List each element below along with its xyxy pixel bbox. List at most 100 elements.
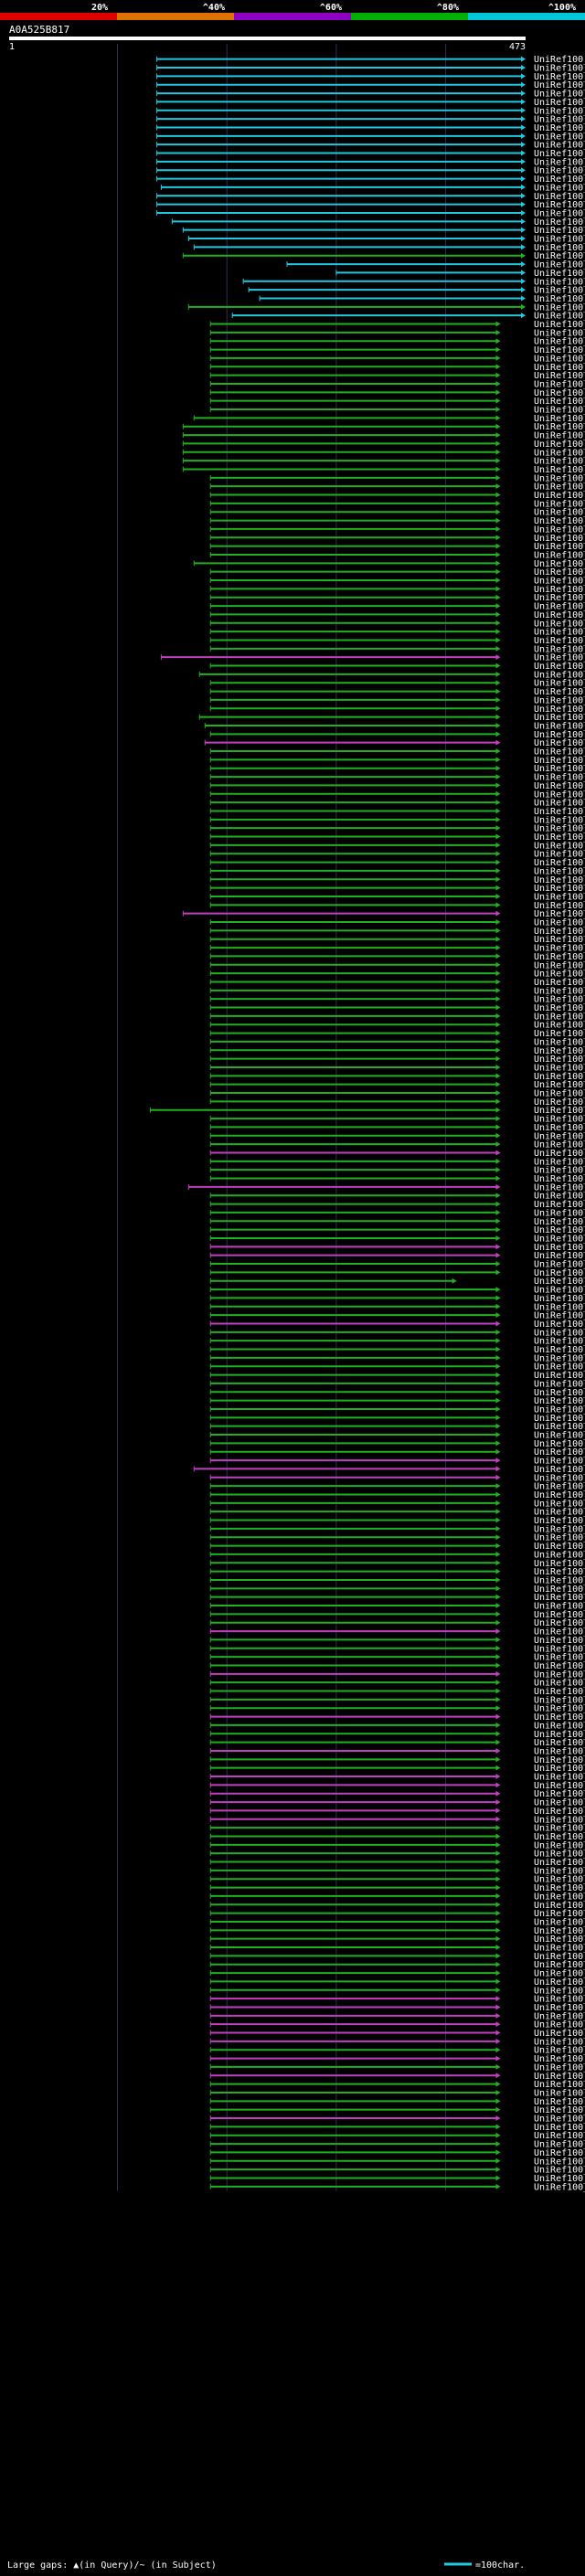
hit-label[interactable]: UniRef100_P41738 [534,457,585,467]
hit-label[interactable]: UniRef100_A0PG48 [534,123,585,133]
hit-label[interactable]: UniRef100_C6TNC4 [534,183,585,193]
hit-label[interactable]: UniRef100_Q29KR0 [534,799,585,809]
hit-label[interactable]: UniRef100_A5VRL9 [534,1200,585,1210]
hit-label[interactable]: UniRef100_A3SGB8 [534,1917,585,1927]
hit-label[interactable]: UniRef100_A0ZE51 [534,2062,585,2072]
hit-label[interactable]: UniRef100_C4J8E3 [534,286,585,296]
hit-label[interactable]: UniRef100_B6K1M2 [534,1414,585,1424]
hit-label[interactable]: UniRef100_UP1000.. [534,473,585,483]
hit-label[interactable]: UniRef100_B5VFS7 [534,1447,585,1458]
hit-label[interactable]: UniRef100_Q1I0D0 [534,1559,585,1569]
hit-label[interactable]: UniRef100_A5DJY6 [534,1704,585,1714]
hit-label[interactable]: UniRef100_A4MEY5 [534,1909,585,1919]
hit-label[interactable]: UniRef100_Q8K7C2 [534,2046,585,2056]
hit-label[interactable]: UniRef100_UP1000.. [534,773,585,783]
hit-label[interactable]: UniRef100_D0D4E6 [534,1089,585,1099]
hit-label[interactable]: UniRef100_UP1000.. [534,1234,585,1244]
hit-label[interactable]: UniRef100_P84270 [534,141,585,151]
hit-label[interactable]: UniRef100_B7V8M1 [534,2115,585,2125]
hit-label[interactable]: UniRef100_Q1XL10 [534,2131,585,2141]
hit-label[interactable]: UniRef100_B9NE16 [534,115,585,125]
hit-label[interactable]: UniRef100_Q47207 [534,909,585,919]
hit-label[interactable]: UniRef100_Q6FVZ0 [534,1840,585,1850]
hit-label[interactable]: UniRef100_Q87701 [534,1636,585,1646]
hit-label[interactable]: UniRef100_A9E4B4 [534,1618,585,1628]
hit-label[interactable]: UniRef100_C0R3P7 [534,1482,585,1492]
hit-label[interactable]: UniRef100_C3YVL6 [534,397,585,407]
hit-label[interactable]: UniRef100_C2I6I0 [534,1627,585,1638]
hit-label[interactable]: UniRef100_Q3MFU7 [534,499,585,509]
hit-label[interactable]: UniRef100_A7NFA2 [534,918,585,928]
hit-label[interactable]: UniRef100_A5GBM9 [534,1712,585,1723]
hit-label[interactable]: UniRef100_Q1EP15 [534,208,585,218]
hit-label[interactable]: UniRef100_B4MWP3 [534,756,585,766]
hit-label[interactable]: UniRef100_B4P718 [534,1499,585,1509]
hit-label[interactable]: UniRef100_C1E9Q6 [534,277,585,287]
hit-label[interactable]: UniRef100_B3RJU3 [534,1063,585,1073]
hit-label[interactable]: UniRef100_Q5FPV2 [534,1362,585,1373]
hit-label[interactable]: UniRef100_A6GD95 [534,1337,585,1347]
hit-label[interactable]: UniRef100_A6NBU4 [534,1037,585,1047]
hit-label[interactable]: UniRef100_B7S451 [534,960,585,970]
hit-label[interactable]: UniRef100_A9SN77 [534,1542,585,1552]
hit-label[interactable]: UniRef100_B0W4V6 [534,687,585,697]
hit-label[interactable]: UniRef100_A6VS34 [534,1952,585,1962]
hit-label[interactable]: UniRef100_B4DEE9 [534,2011,585,2021]
hit-label[interactable]: UniRef100_Q8WS21 [534,90,585,100]
hit-label[interactable]: UniRef100_C1A8D5 [534,1883,585,1893]
hit-label[interactable]: UniRef100_UP1000.. [534,1789,585,1799]
hit-label[interactable]: UniRef100_B5TG56 [534,1140,585,1150]
hit-label[interactable]: UniRef100_P28337 [534,662,585,672]
hit-label[interactable]: UniRef100_Q9TS27 [534,550,585,560]
hit-label[interactable]: UniRef100_A4YGZ7 [534,1960,585,1970]
hit-label[interactable]: UniRef100_Q6BY78 [534,1320,585,1330]
hit-label[interactable]: UniRef100_A7S395 [534,422,585,432]
hit-label[interactable]: UniRef100_P86117 [534,80,585,90]
hit-label[interactable]: UniRef100_Q65396 [534,55,585,65]
hit-label[interactable]: UniRef100_P40525 [534,1473,585,1483]
hit-label[interactable]: UniRef100_A7R049 [534,72,585,82]
hit-label[interactable]: UniRef100_UP1000.. [534,790,585,800]
hit-label[interactable]: UniRef100_UP1000.. [534,644,585,654]
hit-label[interactable]: UniRef100_Q22968 [534,747,585,758]
hit-label[interactable]: UniRef100_A3WYM5 [534,2105,585,2115]
hit-label[interactable]: UniRef100_B7PGD5 [534,602,585,612]
hit-label[interactable]: UniRef100_UP1000.. [534,695,585,705]
hit-label[interactable]: UniRef100_Q6NJ46 [534,1243,585,1253]
hit-label[interactable]: UniRef100_B4JE65 [534,1106,585,1116]
hit-label[interactable]: UniRef100_B6JBM5 [534,1388,585,1398]
hit-label[interactable]: UniRef100_Q9ULL4 [534,636,585,646]
hit-label[interactable]: UniRef100_A7S6Y5 [534,781,585,791]
hit-label[interactable]: UniRef100_B3E8D3 [534,1832,585,1842]
hit-label[interactable]: UniRef100_Q2RH46 [534,1935,585,1945]
hit-label[interactable]: UniRef100_B4GSY8 [534,841,585,851]
hit-label[interactable]: UniRef100_Q2SCJ5 [534,1345,585,1355]
hit-label[interactable]: UniRef100_A3U2C8 [534,1738,585,1748]
hit-label[interactable]: UniRef100_A1TRX1 [534,1585,585,1595]
hit-label[interactable]: UniRef100_B5EG68 [534,1080,585,1090]
hit-label[interactable]: UniRef100_A3A9K2 [534,312,585,322]
hit-label[interactable]: UniRef100_A8IWU3 [534,251,585,261]
hit-label[interactable]: UniRef100_Q13WC0 [534,1379,585,1389]
hit-label[interactable]: UniRef100_Q6B1I0 [534,995,585,1005]
hit-label[interactable]: UniRef100_Q93I88 [534,1550,585,1560]
hit-label[interactable]: UniRef100_UP1000.. [534,508,585,518]
hit-label[interactable]: UniRef100_A1D3Q1 [534,1328,585,1338]
hit-label[interactable]: UniRef100_Q28Y10 [534,1286,585,1296]
hit-label[interactable]: UniRef100_A6SZ0 [534,850,585,860]
hit-label[interactable]: UniRef100_Q7MEN4 [534,1679,585,1689]
hit-label[interactable]: UniRef100_Q47171 [534,345,585,355]
hit-label[interactable]: UniRef100_UP1000.. [534,679,585,689]
hit-label[interactable]: UniRef100_B6AZU4 [534,1157,585,1167]
hit-label[interactable]: UniRef100_A6FSE2 [534,1773,585,1783]
hit-label[interactable]: UniRef100_Q4PMY3 [534,1644,585,1654]
hit-label[interactable]: UniRef100_A6T907 [534,1969,585,1979]
hit-label[interactable]: UniRef100_Q5LLH0 [534,1277,585,1287]
hit-label[interactable]: UniRef100_Q8D763 [534,1490,585,1500]
hit-label[interactable]: UniRef100_A2VF37 [534,1687,585,1697]
hit-label[interactable]: UniRef100_Q88P67 [534,2148,585,2158]
hit-label[interactable]: UniRef100_A4FGH1 [534,986,585,996]
hit-label[interactable]: UniRef100_B3Q169 [534,1251,585,1261]
hit-label[interactable]: UniRef100_B1ZB44 [534,2088,585,2098]
hit-label[interactable]: UniRef100_C5L7U5 [534,542,585,552]
